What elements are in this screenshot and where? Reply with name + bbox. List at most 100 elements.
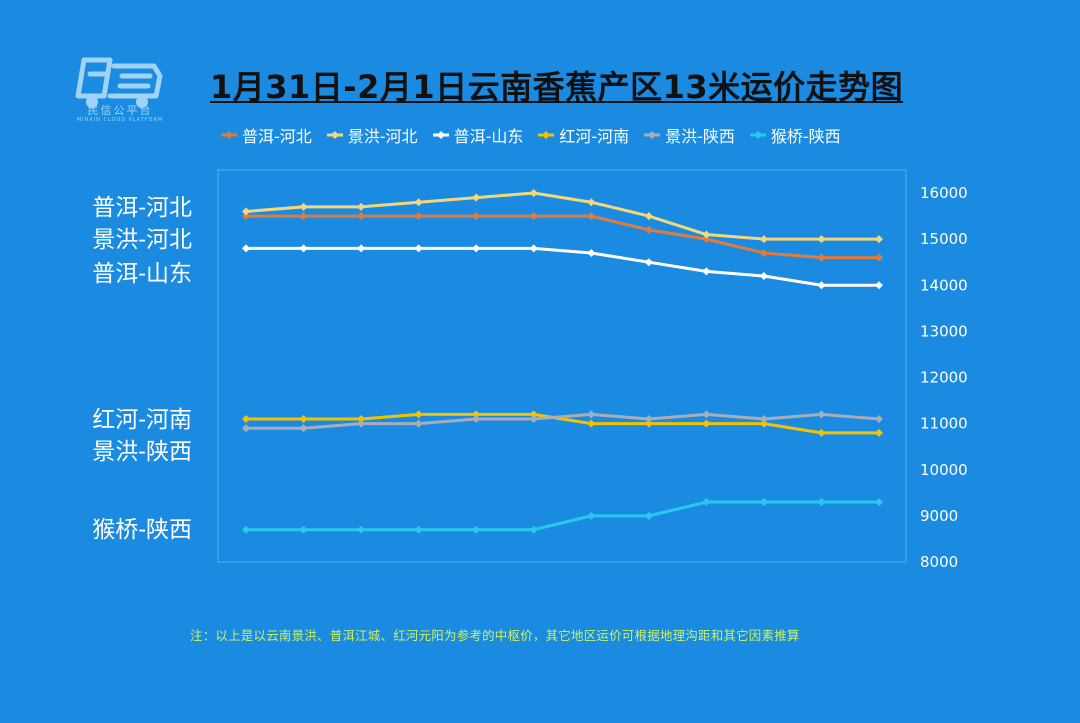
logo-text: 民信公平台 xyxy=(87,104,153,117)
data-point xyxy=(875,281,883,290)
data-point xyxy=(587,212,596,221)
data-point xyxy=(299,212,308,221)
legend-label: 猴桥-陕西 xyxy=(770,127,841,146)
y-tick-label: 13000 xyxy=(920,322,968,340)
footnote: 注：以上是以云南景洪、普洱江城、红河元阳为参考的中枢价，其它地区运价可根据地理沟… xyxy=(190,628,800,643)
data-point xyxy=(529,189,538,197)
legend-line-marker-icon xyxy=(326,131,343,139)
side-label-jinghong-hebei: 景洪-河北 xyxy=(92,227,192,253)
side-label-puer-shandong: 普洱-山东 xyxy=(92,261,192,287)
data-point xyxy=(242,415,250,424)
data-point xyxy=(299,525,308,534)
data-point xyxy=(644,415,653,424)
data-point xyxy=(817,235,826,244)
chart-legend: 普洱-河北 景洪-河北 普洱-山东 红河-河南 景洪-陕西 猴桥-陕西 xyxy=(220,124,841,146)
data-point xyxy=(644,258,653,267)
data-point xyxy=(759,498,768,507)
data-point xyxy=(414,198,423,207)
data-point xyxy=(242,207,250,216)
data-point xyxy=(529,410,538,419)
y-tick-label: 8000 xyxy=(920,553,958,571)
legend-item: 猴桥-陕西 xyxy=(749,123,841,147)
side-label-puer-hebei: 普洱-河北 xyxy=(92,195,192,221)
side-label-jinghong-shaanxi: 景洪-陕西 xyxy=(92,439,192,465)
data-point xyxy=(529,415,538,424)
legend-label: 普洱-山东 xyxy=(453,127,524,146)
series-line xyxy=(246,246,879,287)
data-point xyxy=(817,428,826,437)
data-point xyxy=(299,202,308,211)
data-point xyxy=(357,419,366,428)
legend-label: 景洪-河北 xyxy=(347,127,418,146)
data-point xyxy=(472,415,481,424)
logo-subtext: MINXIN CLOUD PLATFORM xyxy=(76,117,164,123)
data-point xyxy=(529,212,538,221)
data-point xyxy=(644,212,653,221)
plot-area-frame xyxy=(217,169,907,563)
data-point xyxy=(587,248,596,257)
data-point xyxy=(357,244,366,253)
data-point xyxy=(759,419,768,428)
data-point xyxy=(817,253,826,262)
series-line xyxy=(245,191,879,241)
legend-label: 景洪-陕西 xyxy=(665,127,735,146)
legend-item: 普洱-山东 xyxy=(432,123,524,147)
data-point xyxy=(587,198,596,207)
data-point xyxy=(702,230,711,239)
data-point xyxy=(587,410,596,419)
data-point xyxy=(644,419,653,428)
legend-label: 红河-河南 xyxy=(559,127,630,146)
series-line xyxy=(246,500,879,532)
data-point xyxy=(759,248,768,257)
data-point xyxy=(875,235,883,244)
data-point xyxy=(472,244,481,253)
y-tick-label: 14000 xyxy=(920,276,968,294)
data-point xyxy=(242,424,250,433)
legend-line-marker-icon xyxy=(432,131,449,139)
data-point xyxy=(357,525,366,534)
chart-title: 1月31日-2月1日云南香蕉产区13米运价走势图 xyxy=(210,68,904,106)
data-point xyxy=(299,424,308,433)
data-point xyxy=(299,244,308,253)
data-point xyxy=(875,415,883,424)
data-point xyxy=(644,511,653,520)
data-point xyxy=(357,415,366,424)
data-point xyxy=(472,525,481,534)
data-point xyxy=(587,419,596,428)
series-line xyxy=(246,214,879,260)
series-1 xyxy=(242,212,883,262)
legend-item: 景洪-陕西 xyxy=(643,123,735,147)
data-point xyxy=(644,225,653,234)
data-point xyxy=(414,212,423,221)
data-point xyxy=(242,212,250,221)
data-point xyxy=(529,525,538,534)
y-tick-label: 9000 xyxy=(920,507,958,525)
data-point xyxy=(472,193,481,202)
truck-logo-icon xyxy=(75,57,163,108)
data-point xyxy=(702,267,711,276)
data-point xyxy=(759,272,768,281)
data-point xyxy=(242,525,250,534)
y-tick-label: 15000 xyxy=(920,230,968,248)
data-point xyxy=(817,410,826,419)
data-point xyxy=(472,212,481,221)
data-point xyxy=(357,202,366,211)
data-point xyxy=(242,244,250,253)
legend-item: 普洱-河北 xyxy=(220,123,312,147)
data-point xyxy=(702,419,711,428)
y-tick-label: 11000 xyxy=(920,415,968,433)
data-point xyxy=(414,525,423,534)
data-point xyxy=(875,253,883,262)
legend-line-marker-icon xyxy=(644,131,661,139)
legend-item: 景洪-河北 xyxy=(326,123,418,147)
data-point xyxy=(587,511,596,520)
data-point xyxy=(875,428,883,437)
series-4 xyxy=(242,410,883,437)
data-point xyxy=(759,415,768,424)
data-point xyxy=(702,410,711,419)
data-point xyxy=(414,244,423,253)
data-point xyxy=(817,498,826,507)
legend-item: 红河-河南 xyxy=(537,123,629,147)
data-point xyxy=(414,419,423,428)
